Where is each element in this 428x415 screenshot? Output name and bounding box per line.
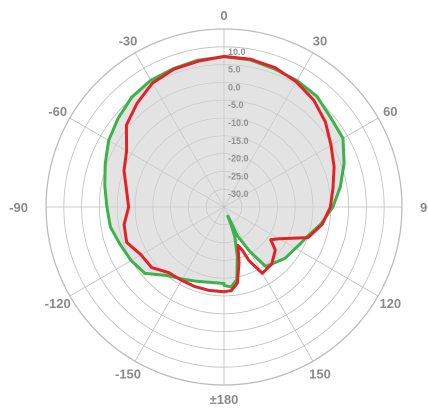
radial-tick-label: -5.0: [228, 100, 244, 110]
angle-tick-label: ±180: [210, 392, 239, 407]
angle-tick-label: -90: [9, 200, 28, 215]
series-line-1: [103, 55, 346, 289]
radial-tick-label: -15.0: [228, 136, 249, 146]
angle-tick-label: 90: [420, 200, 428, 215]
series-fill-1: [104, 56, 345, 288]
radial-tick-label: 5.0: [228, 65, 241, 75]
radial-tick-label: -20.0: [228, 154, 249, 164]
angle-tick-label: 150: [309, 366, 331, 381]
radial-tick-label: 0.0: [228, 82, 241, 92]
grid-spoke-overlay: [223, 206, 314, 362]
grid-spoke-overlay: [223, 206, 379, 297]
label-layer: 10.0 5.0 0.0 -5.0 -10.0 -15.0 -20.0 -25.0 -30.0 0…: [9, 8, 428, 407]
series-line-2: [122, 54, 336, 294]
angle-tick-label: 0: [220, 8, 227, 23]
grid-spoke-overlay: [69, 117, 225, 208]
radial-tick-label: -30.0: [228, 189, 249, 199]
grid-spoke-overlay: [134, 206, 225, 362]
series-layer: [46, 29, 402, 385]
grid-spoke-overlay: [223, 52, 314, 208]
angle-tick-label: -120: [45, 296, 71, 311]
angle-tick-label: 60: [383, 104, 397, 119]
angle-tick-label: 30: [313, 34, 327, 49]
angle-tick-label: -60: [48, 104, 67, 119]
grid-spoke-overlay: [223, 117, 379, 208]
grid-spoke-overlay: [134, 52, 225, 208]
angle-tick-label: -30: [119, 34, 138, 49]
grid-spoke-overlay: [69, 206, 225, 297]
radial-tick-label: 10.0: [228, 47, 246, 57]
radial-tick-label: -10.0: [228, 118, 249, 128]
angle-tick-label: -150: [115, 366, 141, 381]
radial-tick-label: -25.0: [228, 171, 249, 181]
angle-tick-label: 120: [379, 296, 401, 311]
